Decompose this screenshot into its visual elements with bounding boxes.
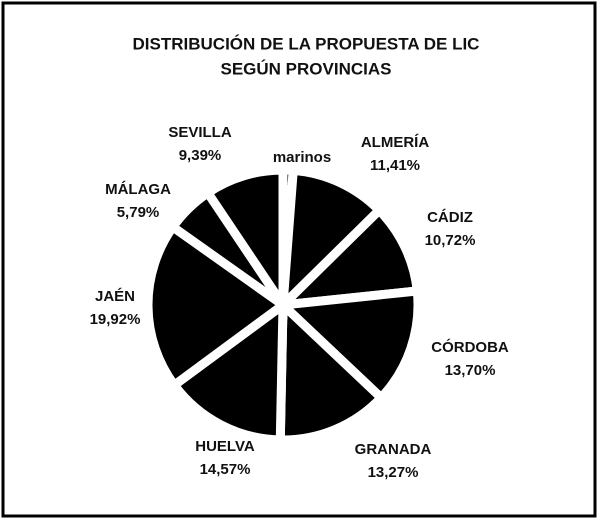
slice-label: marinos — [273, 149, 331, 166]
slice-value-label: 5,79% — [117, 204, 160, 221]
slice-label: CÁDIZ — [427, 209, 473, 226]
pie-slice — [275, 294, 388, 445]
slice-label: HUELVA — [195, 438, 255, 455]
slice-value-label: 9,39% — [179, 147, 222, 164]
slice-value-label: 14,57% — [200, 461, 251, 478]
chart-title: SEGÚN PROVINCIAS — [221, 59, 392, 78]
slice-value-label: 13,27% — [368, 464, 419, 481]
pie-slice — [143, 220, 291, 392]
chart-title: DISTRIBUCIÓN DE LA PROPUESTA DE LIC — [133, 34, 480, 53]
pie-slice — [272, 286, 423, 405]
slice-value-label: 13,70% — [445, 362, 496, 379]
slice-label: GRANADA — [355, 441, 432, 458]
slice-label: MÁLAGA — [105, 181, 171, 198]
slice-label: SEVILLA — [168, 124, 232, 141]
slice-value-label: 11,41% — [370, 157, 420, 174]
slice-label: ALMERÍA — [361, 134, 429, 151]
slice-label: CÓRDOBA — [431, 338, 509, 356]
pie-slice — [201, 165, 288, 320]
slice-label: JAÉN — [95, 288, 135, 305]
pie-slice — [168, 295, 288, 445]
slice-value-label: 19,92% — [90, 311, 141, 328]
slice-value-label: 10,72% — [425, 232, 476, 249]
